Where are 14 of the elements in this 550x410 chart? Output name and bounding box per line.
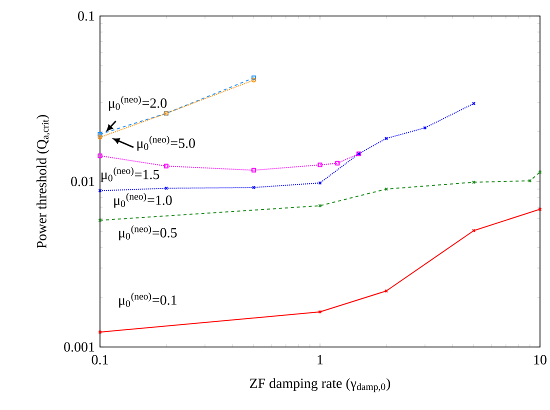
series-label: μ$_{0}$$^{(neo)}$=0.5 [119, 225, 177, 240]
series-label: μ$_{0}$$^{(neo)}$=2.0 [108, 96, 167, 111]
series-label: μ$_{0}$$^{(neo)}$=0.1 [119, 292, 176, 308]
y-tick-label: 0.01 [71, 176, 94, 186]
x-tick-label: 0.1 [92, 355, 108, 365]
x-tick-label: 10 [534, 355, 546, 364]
y-axis-title: Power threshold (Q$_{a,crit}$) [36, 115, 50, 248]
series-label: μ$_{0}$$^{(neo)}$=1.5 [102, 167, 160, 182]
x-tick-label: 1 [318, 355, 323, 364]
series-label: μ$_{0}$$^{(neo)}$=1.0 [114, 192, 172, 208]
x-axis-title: ZF damping rate (γ$_{damp,0}$) [250, 378, 390, 392]
series-label: μ$_{0}$$^{(neo)}$=5.0 [137, 136, 195, 151]
y-tick-label: 0.001 [64, 342, 94, 352]
y-tick-label: 0.1 [78, 11, 94, 21]
